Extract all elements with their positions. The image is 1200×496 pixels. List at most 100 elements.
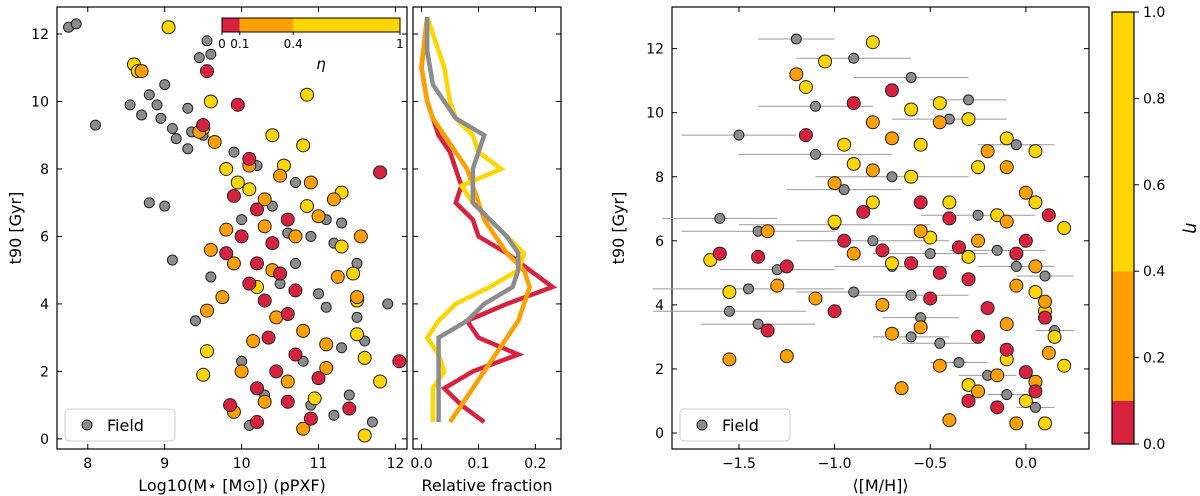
- data-point: [722, 285, 737, 300]
- y-tick-label: 10: [646, 106, 664, 122]
- data-point: [353, 229, 368, 244]
- data-point: [1018, 185, 1033, 200]
- data-point: [961, 112, 976, 127]
- data-point: [230, 175, 245, 190]
- data-point: [962, 94, 974, 106]
- data-point: [305, 230, 317, 242]
- x-tick-label: 8: [83, 456, 92, 472]
- line-field: [424, 17, 521, 422]
- data-point: [779, 349, 794, 364]
- data-point: [280, 374, 295, 389]
- colorbar-segment: [1112, 400, 1134, 444]
- data-point: [219, 246, 234, 261]
- data-point: [280, 307, 295, 322]
- data-point: [234, 364, 249, 379]
- data-point: [904, 102, 919, 117]
- data-point: [1041, 345, 1056, 360]
- data-point: [250, 202, 264, 217]
- data-point: [999, 342, 1014, 357]
- data-point: [1001, 389, 1013, 401]
- data-point: [818, 54, 833, 69]
- legend-label: Field: [722, 416, 759, 435]
- data-point: [193, 52, 205, 64]
- inset-colorbar-segment: [239, 18, 294, 32]
- colorbar-segment: [1112, 12, 1134, 272]
- data-point: [942, 195, 957, 210]
- data-point: [865, 163, 880, 178]
- data-point: [1028, 285, 1043, 300]
- data-point: [203, 94, 218, 109]
- data-point: [865, 35, 880, 50]
- inset-colorbar-frame: [221, 17, 401, 33]
- data-point: [300, 87, 314, 102]
- data-point: [273, 266, 288, 281]
- data-point: [242, 276, 257, 291]
- data-point: [884, 326, 899, 341]
- data-point: [366, 416, 378, 428]
- data-point: [319, 337, 334, 352]
- data-point: [760, 224, 775, 239]
- data-point: [250, 415, 264, 430]
- data-point: [246, 334, 261, 349]
- data-point: [189, 315, 201, 327]
- data-point: [1018, 365, 1033, 380]
- colorbar-label: η: [1181, 222, 1200, 233]
- data-point: [296, 421, 311, 436]
- data-point: [1041, 208, 1056, 223]
- y-tick-label: 6: [655, 234, 664, 250]
- data-point: [827, 304, 842, 319]
- data-point: [242, 151, 257, 166]
- data-point: [722, 352, 737, 367]
- legend-box: [64, 408, 176, 442]
- data-point: [971, 160, 986, 175]
- data-point: [942, 211, 957, 226]
- data-point: [242, 182, 257, 197]
- data-point: [932, 265, 947, 280]
- data-point: [342, 401, 357, 416]
- data-point: [990, 400, 1005, 415]
- data-point: [798, 128, 813, 143]
- data-point: [166, 254, 178, 266]
- colorbar-tick-label: 0.2: [1143, 351, 1165, 367]
- data-point: [980, 144, 995, 159]
- x-tick-label: −0.5: [913, 456, 947, 472]
- data-point: [124, 99, 136, 111]
- data-point: [923, 291, 938, 306]
- data-point: [303, 411, 318, 426]
- data-point: [182, 143, 194, 155]
- data-point: [215, 290, 230, 305]
- data-point: [207, 134, 222, 149]
- data-point: [848, 286, 860, 298]
- data-point: [1057, 358, 1072, 373]
- inset-tick-label: 0.4: [284, 37, 303, 51]
- data-point: [1057, 221, 1072, 235]
- data-point: [971, 329, 986, 344]
- data-point: [296, 138, 311, 153]
- data-point: [159, 200, 171, 212]
- data-point: [932, 96, 947, 111]
- colorbar-tick-label: 0.8: [1143, 91, 1165, 107]
- data-point: [703, 253, 718, 268]
- data-point: [307, 391, 322, 406]
- data-point: [330, 269, 345, 284]
- x-tick-label: −1.5: [722, 456, 756, 472]
- data-point: [200, 344, 214, 359]
- data-point: [961, 377, 976, 392]
- data-point: [257, 293, 272, 308]
- data-point: [311, 371, 326, 386]
- data-point: [886, 171, 898, 183]
- y-tick-label: 2: [40, 364, 49, 380]
- inset-colorbar-label: η: [316, 55, 326, 73]
- data-point: [1038, 294, 1053, 309]
- data-point: [1009, 416, 1024, 431]
- data-point: [265, 236, 280, 251]
- data-point: [971, 233, 986, 248]
- data-point: [827, 176, 842, 191]
- y-tick-label: 10: [31, 94, 49, 110]
- inset-colorbar-segment: [293, 18, 400, 32]
- data-point: [714, 212, 726, 224]
- data-point: [905, 289, 917, 301]
- x-tick-label: 0.0: [410, 456, 432, 472]
- x-tick-label: 11: [310, 456, 328, 472]
